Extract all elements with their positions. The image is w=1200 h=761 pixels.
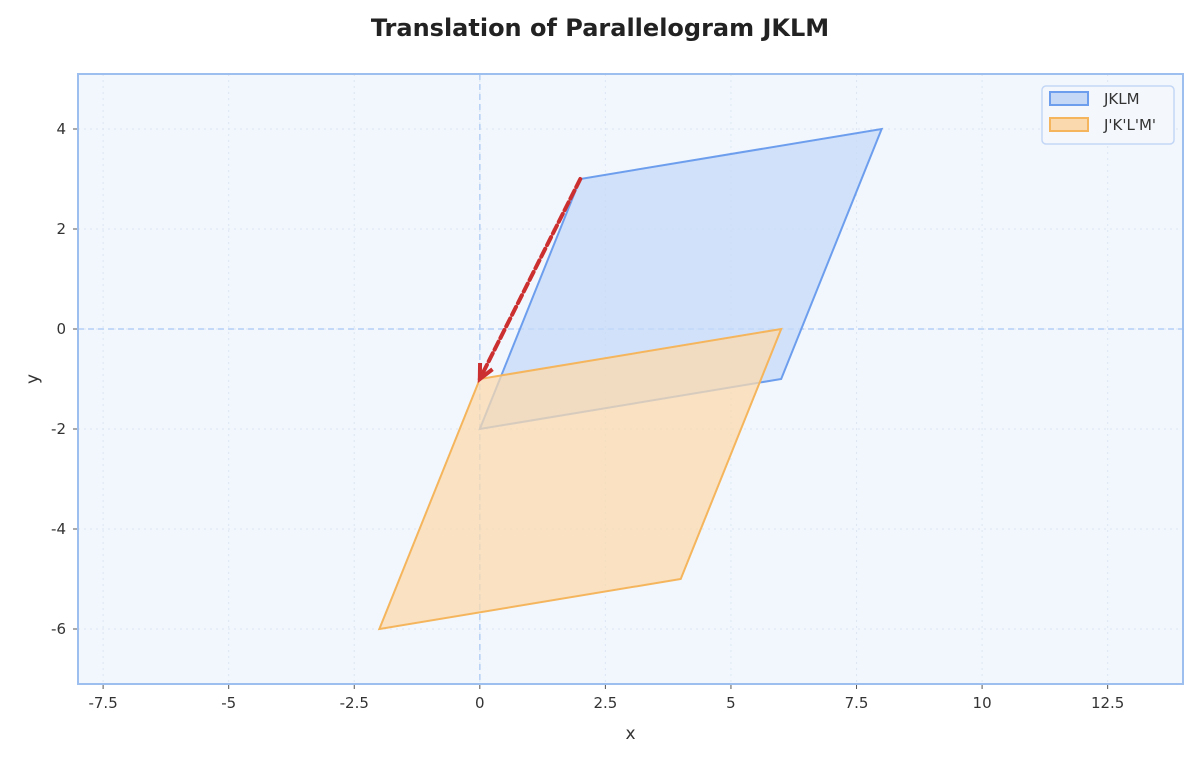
arrow-head: [477, 362, 494, 384]
x-tick-label: 2.5: [593, 694, 617, 712]
y-axis-label: y: [23, 374, 43, 384]
x-tick-label: 10: [973, 694, 992, 712]
x-tick-label: -5: [221, 694, 236, 712]
y-tick-label: 2: [56, 220, 66, 238]
y-tick-label: -4: [51, 520, 66, 538]
chart-title: Translation of Parallelogram JKLM: [370, 14, 830, 42]
x-tick-label: 0: [475, 694, 485, 712]
x-tick-label: -7.5: [88, 694, 117, 712]
x-axis-label: x: [625, 724, 635, 744]
x-tick-label: -2.5: [340, 694, 369, 712]
x-tick-label: 7.5: [845, 694, 869, 712]
y-tick-label: -2: [51, 420, 66, 438]
plot-frame: [77, 73, 1184, 685]
legend-label: J'K'L'M': [1103, 116, 1156, 134]
y-tick-label: -6: [51, 620, 66, 638]
x-tick-label: 12.5: [1091, 694, 1124, 712]
y-tick-label: 4: [56, 120, 66, 138]
y-tick-label: 0: [56, 320, 66, 338]
legend-swatch: [1049, 91, 1089, 106]
translation-arrow: [477, 177, 583, 381]
legend-swatch: [1049, 117, 1089, 132]
legend-label: JKLM: [1103, 90, 1140, 108]
x-tick-label: 5: [726, 694, 736, 712]
parallelogram-image: [377, 327, 783, 631]
